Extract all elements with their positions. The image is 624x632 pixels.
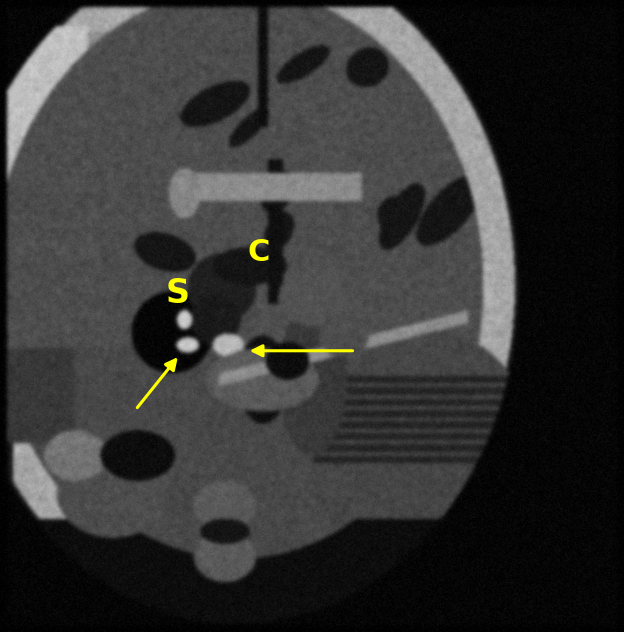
Text: S: S bbox=[166, 277, 190, 310]
Text: C: C bbox=[248, 238, 270, 267]
